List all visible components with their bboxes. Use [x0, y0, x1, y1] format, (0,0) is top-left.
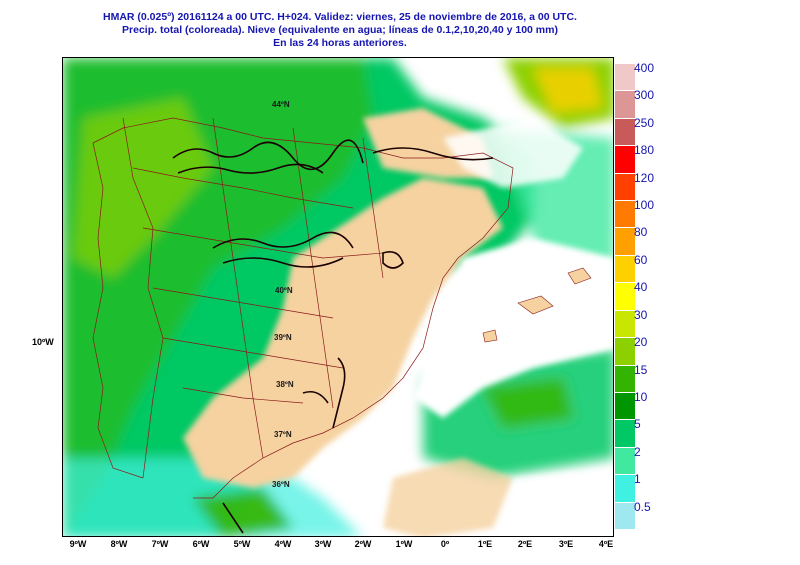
lon-label-8w: 8ºW	[110, 539, 128, 549]
legend-label-2: 2	[634, 444, 641, 459]
lon-label-6w: 6ºW	[192, 539, 210, 549]
borders	[92, 117, 514, 499]
lon-label-5w: 5ºW	[233, 539, 251, 549]
legend-label-180: 180	[634, 143, 655, 158]
legend-label-15: 15	[634, 362, 648, 377]
legend-label-1: 1	[634, 472, 641, 487]
legend-swatch-80	[615, 228, 635, 255]
legend-label-20: 20	[634, 335, 648, 350]
legend-swatch-300	[615, 91, 635, 118]
legend-swatch-40	[615, 283, 635, 310]
dry-sea-area	[413, 118, 613, 536]
legend-swatch-100	[615, 201, 635, 228]
lon-label-3w: 3ºW	[314, 539, 332, 549]
lon-label-1w: 1ºW	[395, 539, 413, 549]
legend-label-30: 30	[634, 307, 648, 322]
legend-swatch-20	[615, 338, 635, 365]
legend-swatch-30	[615, 310, 635, 338]
legend-swatch-5	[615, 420, 635, 447]
grid-label-37n: 37ºN	[274, 430, 292, 439]
title-line-1: HMAR (0.025º) 20161124 a 00 UTC. H+024. …	[103, 11, 577, 23]
lon-label-4w: 4ºW	[274, 539, 292, 549]
grid-label-44n: 44ºN	[272, 100, 290, 109]
map-canvas	[63, 58, 613, 536]
lon-label-1e: 1ºE	[477, 539, 493, 549]
legend-label-80: 80	[634, 225, 648, 240]
legend-swatch-15	[615, 365, 635, 392]
ibiza-island	[482, 329, 498, 343]
legend-label-60: 60	[634, 252, 648, 267]
legend-swatch-0-5	[615, 502, 635, 529]
title-line-3: En las 24 horas anteriores.	[273, 37, 407, 49]
lon-label-2e: 2ºE	[517, 539, 533, 549]
color-legend	[615, 64, 637, 530]
lon-label-4e: 4ºE	[598, 539, 614, 549]
legend-label-40: 40	[634, 280, 648, 295]
lon-label-7w: 7ºW	[151, 539, 169, 549]
legend-label-400: 400	[634, 61, 655, 75]
lon-label-3e: 3ºE	[558, 539, 574, 549]
lat-label-10w: 10ºW	[32, 337, 54, 347]
legend-swatch-120	[615, 173, 635, 201]
legend-swatch-1	[615, 475, 635, 502]
minorca-island	[567, 267, 592, 285]
legend-swatch-2	[615, 447, 635, 475]
legend-label-0-5: 0.5	[634, 499, 651, 514]
map-title: HMAR (0.025º) 20161124 a 00 UTC. H+024. …	[60, 11, 620, 50]
grid-label-39n: 39ºN	[274, 333, 292, 342]
legend-swatch-180	[615, 146, 635, 173]
legend-label-100: 100	[634, 198, 655, 213]
legend-label-5: 5	[634, 417, 641, 432]
legend-label-300: 300	[634, 88, 655, 103]
balearic-islands	[517, 295, 554, 315]
title-line-2: Precip. total (coloreada). Nieve (equiva…	[122, 24, 558, 36]
snow-contours	[172, 139, 494, 534]
grid-label-38n: 38ºN	[276, 380, 294, 389]
lon-label-2w: 2ºW	[354, 539, 372, 549]
legend-swatch-250	[615, 118, 635, 146]
lon-label-0: 0º	[440, 539, 450, 549]
grid-label-40n: 40ºN	[275, 286, 293, 295]
lon-label-9w: 9ºW	[69, 539, 87, 549]
legend-label-120: 120	[634, 170, 655, 185]
legend-label-10: 10	[634, 389, 648, 404]
grid-label-36n: 36ºN	[272, 480, 290, 489]
legend-swatch-10	[615, 392, 635, 420]
legend-swatch-60	[615, 255, 635, 283]
legend-label-250: 250	[634, 115, 655, 130]
legend-swatch-400	[615, 64, 635, 91]
precipitation-map	[62, 57, 614, 537]
